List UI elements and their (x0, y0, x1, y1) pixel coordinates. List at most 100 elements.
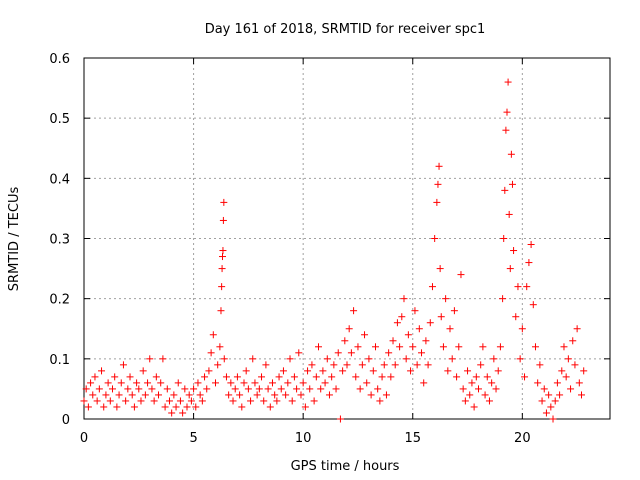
data-point (203, 385, 211, 393)
data-point (264, 385, 272, 393)
data-point (483, 373, 491, 381)
data-point (321, 379, 329, 387)
data-point (319, 367, 327, 375)
data-point (488, 379, 496, 387)
data-point (238, 403, 246, 411)
data-point (306, 385, 314, 393)
data-point (196, 391, 204, 399)
data-point (113, 403, 121, 411)
data-point (124, 385, 132, 393)
data-point (284, 379, 292, 387)
data-point (396, 343, 404, 351)
data-point (233, 373, 241, 381)
data-point (220, 355, 228, 363)
data-point (192, 403, 200, 411)
data-point (334, 349, 342, 357)
data-point (341, 337, 349, 345)
data-point (508, 180, 516, 188)
data-point (304, 367, 312, 375)
data-point (358, 361, 366, 369)
data-point (247, 397, 255, 405)
data-point (459, 385, 467, 393)
data-point (496, 343, 504, 351)
data-point (251, 379, 259, 387)
data-point (104, 379, 112, 387)
data-point (402, 355, 410, 363)
data-point (434, 180, 442, 188)
data-point (133, 379, 141, 387)
data-point (516, 355, 524, 363)
data-point (538, 397, 546, 405)
data-point (152, 373, 160, 381)
data-point (144, 379, 152, 387)
data-point (413, 361, 421, 369)
data-point (332, 385, 340, 393)
data-point (398, 313, 406, 321)
data-point (108, 385, 116, 393)
data-point (553, 379, 561, 387)
data-point (536, 361, 544, 369)
data-point (253, 391, 261, 399)
data-point (356, 385, 364, 393)
data-point (89, 391, 97, 399)
tick-labels: 0 5 10 15 20 0 0.1 0.2 0.3 0.4 0.5 0.6 (49, 52, 530, 446)
data-point (347, 349, 355, 357)
data-point (205, 367, 213, 375)
data-point (273, 397, 281, 405)
data-point (499, 295, 507, 303)
data-point (190, 385, 198, 393)
data-point (330, 361, 338, 369)
data-point (433, 198, 441, 206)
data-point (442, 295, 450, 303)
axis-ticks (83, 57, 610, 420)
data-point (295, 349, 303, 357)
data-point (505, 210, 513, 218)
data-point (84, 403, 92, 411)
data-point (336, 415, 344, 423)
data-point (218, 283, 226, 291)
data-point (502, 126, 510, 134)
data-point (376, 397, 384, 405)
data-point (436, 265, 444, 273)
data-point (310, 397, 318, 405)
data-point (288, 397, 296, 405)
data-point (339, 367, 347, 375)
data-point (293, 385, 301, 393)
data-point (225, 391, 233, 399)
x-tick-label: 10 (295, 431, 312, 446)
data-point (420, 379, 428, 387)
data-point (93, 397, 101, 405)
data-point (404, 331, 412, 339)
data-point (500, 235, 508, 242)
data-point (387, 373, 395, 381)
data-point (479, 343, 487, 351)
data-point (217, 307, 225, 315)
data-point (468, 379, 476, 387)
y-tick-label: 0.3 (49, 233, 70, 248)
data-point (207, 349, 215, 357)
data-point (503, 108, 511, 116)
data-point (168, 409, 176, 417)
data-point (380, 361, 388, 369)
data-point (219, 253, 227, 261)
data-point (424, 361, 432, 369)
data-point (571, 361, 579, 369)
data-point (415, 325, 423, 333)
data-point (258, 373, 266, 381)
data-point (450, 307, 458, 315)
data-point (529, 301, 537, 309)
data-point (137, 397, 145, 405)
data-point (470, 403, 478, 411)
data-point (216, 343, 224, 351)
data-point (117, 379, 125, 387)
data-point (115, 391, 123, 399)
data-point (367, 391, 375, 399)
data-point (525, 259, 533, 267)
x-axis-label: GPS time / hours (291, 459, 400, 474)
data-point (481, 391, 489, 399)
data-point (220, 198, 228, 206)
data-point (170, 391, 178, 399)
data-point (562, 373, 570, 381)
data-point (418, 349, 426, 357)
data-point (580, 367, 588, 375)
